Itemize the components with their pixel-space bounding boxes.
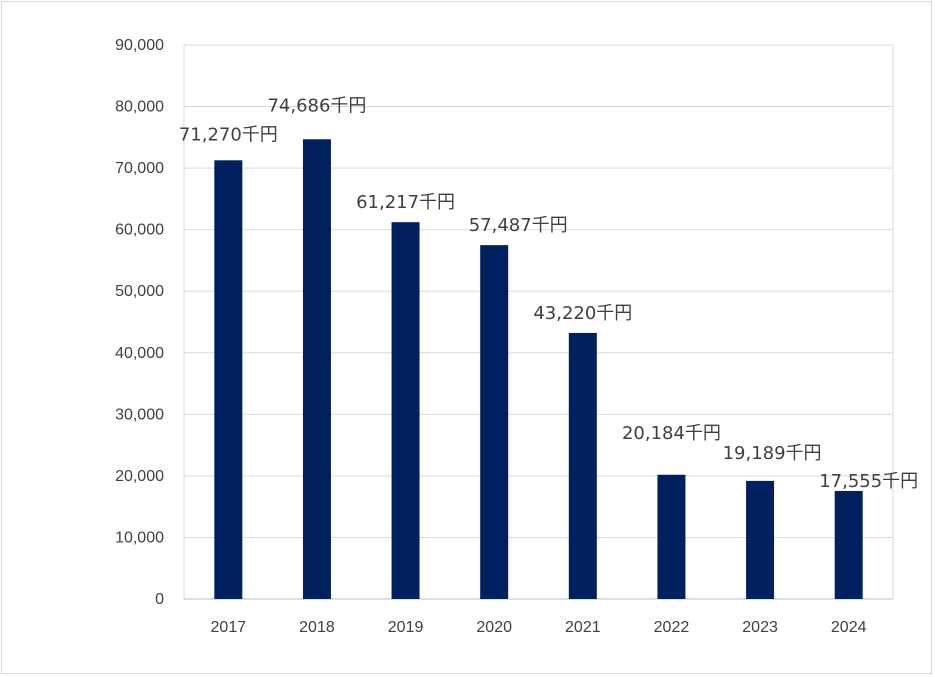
bar-2018 — [302, 139, 331, 599]
data-label-2018: 74,686千円 — [267, 95, 366, 116]
data-label-2021: 43,220千円 — [533, 303, 632, 324]
bar-2019 — [391, 222, 420, 599]
y-tick-label: 90,000 — [115, 37, 164, 54]
bar-2020 — [480, 245, 509, 600]
y-tick-label: 80,000 — [115, 99, 164, 116]
y-tick-label: 40,000 — [115, 345, 164, 362]
gridlines — [183, 44, 894, 600]
y-tick-label: 20,000 — [115, 468, 164, 485]
bar-2024 — [834, 490, 863, 599]
bar-2022 — [657, 474, 686, 599]
x-tick-label: 2020 — [476, 619, 512, 636]
data-label-2022: 20,184千円 — [622, 423, 721, 444]
data-label-2020: 57,487千円 — [469, 215, 568, 236]
data-label-2019: 61,217千円 — [356, 192, 455, 213]
x-tick-label: 2019 — [388, 619, 424, 636]
data-label-2023: 19,189千円 — [723, 443, 822, 464]
bar-2017 — [214, 160, 243, 599]
x-tick-label: 2024 — [831, 619, 867, 636]
data-label-2024: 17,555千円 — [819, 471, 918, 492]
data-label-2017: 71,270千円 — [179, 124, 278, 145]
y-axis-ticks: 0 10,000 20,000 30,000 40,000 50,000 60,000 70,… — [115, 37, 164, 608]
data-labels: 71,270千円 74,686千円 61,217千円 57,487千円 43,220千円… — [179, 95, 918, 492]
y-tick-label: 50,000 — [115, 283, 164, 300]
y-tick-label: 30,000 — [115, 406, 164, 423]
y-tick-label: 10,000 — [115, 529, 164, 546]
x-axis-ticks: 2017 2018 2019 2020 2021 2022 2023 2024 — [211, 619, 867, 636]
x-tick-label: 2021 — [565, 619, 601, 636]
bar-2021 — [568, 332, 597, 599]
bars — [214, 139, 863, 600]
x-tick-label: 2018 — [299, 619, 335, 636]
y-tick-label: 0 — [155, 591, 164, 608]
y-tick-label: 60,000 — [115, 222, 164, 239]
bar-2023 — [746, 480, 775, 599]
x-tick-label: 2022 — [654, 619, 690, 636]
x-tick-label: 2023 — [742, 619, 778, 636]
y-tick-label: 70,000 — [115, 160, 164, 177]
x-tick-label: 2017 — [211, 619, 247, 636]
